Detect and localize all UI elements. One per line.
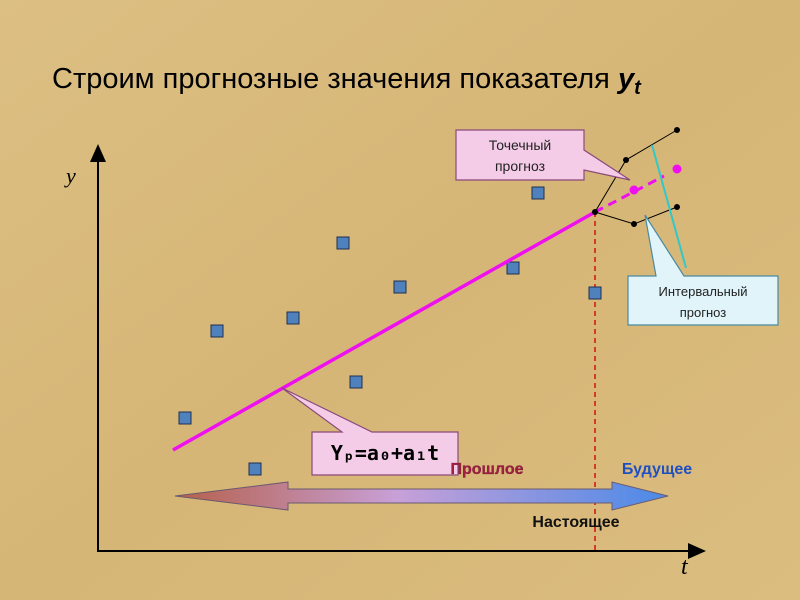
interval-callout [627, 214, 779, 326]
trend-extension [594, 174, 665, 214]
interval-dots [592, 127, 680, 227]
forecast-point [672, 164, 682, 174]
observations [178, 186, 602, 476]
point [531, 186, 545, 200]
x-axis-label: t [681, 554, 689, 580]
trend-line [172, 210, 596, 452]
callout-text: прогноз [495, 158, 545, 174]
point [248, 462, 262, 476]
timeline-arrow [174, 481, 669, 511]
point [588, 286, 602, 300]
callout-text: Интервальный [659, 284, 748, 299]
point [178, 411, 192, 425]
title-text: Строим прогнозные значения показателя [52, 63, 610, 95]
forecast-point [629, 185, 639, 195]
y-axis-label: y [64, 163, 76, 188]
present-label: Настоящее [532, 514, 619, 531]
point [336, 236, 350, 250]
point [349, 375, 363, 389]
interval-line [651, 144, 687, 269]
title-symbol: y [616, 63, 636, 95]
point [393, 280, 407, 294]
point [210, 324, 224, 338]
future-label: Будущее [622, 461, 692, 478]
formula-callout [281, 387, 459, 476]
past-label: Прошлое [450, 461, 523, 478]
callout-text: Точечный [489, 137, 551, 153]
point-callout [455, 129, 631, 181]
callout-text: прогноз [680, 305, 727, 320]
title-subscript: t [634, 77, 642, 99]
title: Строим прогнозные значения показателя yt [52, 63, 642, 99]
formula: Yₚ=a₀+a₁t [331, 441, 439, 465]
point [286, 311, 300, 325]
point [506, 261, 520, 275]
